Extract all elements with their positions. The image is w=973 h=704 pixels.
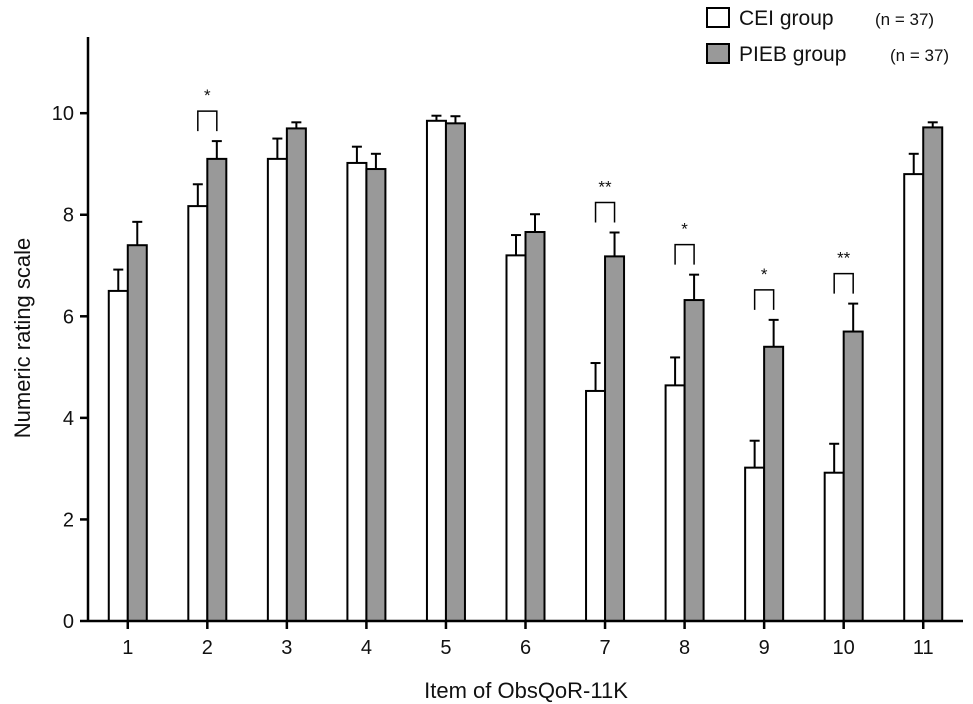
significance-label-item-7: ** <box>598 178 612 197</box>
significance-label-item-2: * <box>204 86 211 105</box>
x-tick-label-9: 9 <box>759 637 770 659</box>
y-tick-label-2: 2 <box>63 509 74 531</box>
legend-swatch-cei <box>706 7 730 28</box>
bar-pieb-item-3 <box>285 127 307 622</box>
legend-label-pieb: PIEB group <box>739 43 846 66</box>
bar-pieb-item-9 <box>763 345 785 622</box>
significance-bracket-item-2 <box>197 110 218 132</box>
y-axis-title: Numeric rating scale <box>10 238 35 439</box>
x-axis-title: Item of ObsQoR-11K <box>424 678 628 703</box>
bar-cei-item-6 <box>505 254 527 623</box>
x-tick-label-7: 7 <box>599 637 610 659</box>
x-tick-label-11: 11 <box>913 637 934 659</box>
bar-pieb-item-5 <box>444 122 466 622</box>
x-tick-label-5: 5 <box>440 637 451 659</box>
x-tick-label-8: 8 <box>679 637 690 659</box>
legend-label-cei: CEI group <box>739 7 834 30</box>
legend-swatch-pieb <box>706 43 730 64</box>
bar-cei-item-9 <box>744 466 766 623</box>
significance-bracket-item-10 <box>833 272 854 294</box>
x-tick-label-6: 6 <box>520 637 531 659</box>
y-tick-label-8: 8 <box>63 205 74 227</box>
bar-cei-item-3 <box>266 157 288 622</box>
legend-n-cei: (n = 37) <box>875 10 934 29</box>
legend: CEI group (n = 37) PIEB group (n = 37) <box>706 7 949 66</box>
bar-pieb-item-8 <box>683 299 705 622</box>
bar-cei-item-5 <box>425 119 447 623</box>
bar-cei-item-8 <box>664 384 686 622</box>
bar-pieb-item-2 <box>206 157 228 622</box>
x-tick-label-4: 4 <box>361 637 372 659</box>
bar-cei-item-4 <box>346 161 368 623</box>
bar-pieb-item-10 <box>842 330 864 622</box>
y-tick-label-0: 0 <box>63 611 74 633</box>
y-tick-label-10: 10 <box>52 103 74 125</box>
significance-bracket-item-9 <box>753 289 775 310</box>
x-tick-label-2: 2 <box>202 637 213 659</box>
bar-cei-item-2 <box>187 205 209 623</box>
y-tick-label-6: 6 <box>63 306 74 328</box>
significance-label-item-8: * <box>681 220 688 239</box>
significance-bracket-item-7 <box>594 201 616 223</box>
x-tick-label-10: 10 <box>833 637 855 659</box>
significance-group: ******* <box>197 86 854 310</box>
bar-cei-item-7 <box>585 389 607 622</box>
significance-label-item-9: * <box>761 265 768 284</box>
significance-bracket-item-8 <box>674 243 695 265</box>
bar-cei-item-11 <box>903 173 925 622</box>
significance-label-item-10: ** <box>837 249 851 268</box>
bar-cei-item-10 <box>823 471 845 622</box>
x-tick-label-3: 3 <box>281 637 292 659</box>
bar-pieb-item-1 <box>126 244 148 622</box>
bar-pieb-item-11 <box>922 126 944 623</box>
bar-cei-item-1 <box>107 289 129 622</box>
legend-n-pieb: (n = 37) <box>890 46 949 65</box>
x-tick-label-1: 1 <box>122 637 133 659</box>
bars-group <box>107 114 944 623</box>
bar-pieb-item-4 <box>365 168 387 622</box>
bar-pieb-item-7 <box>604 255 626 622</box>
y-tick-label-4: 4 <box>63 408 74 430</box>
bar-pieb-item-6 <box>524 231 546 622</box>
